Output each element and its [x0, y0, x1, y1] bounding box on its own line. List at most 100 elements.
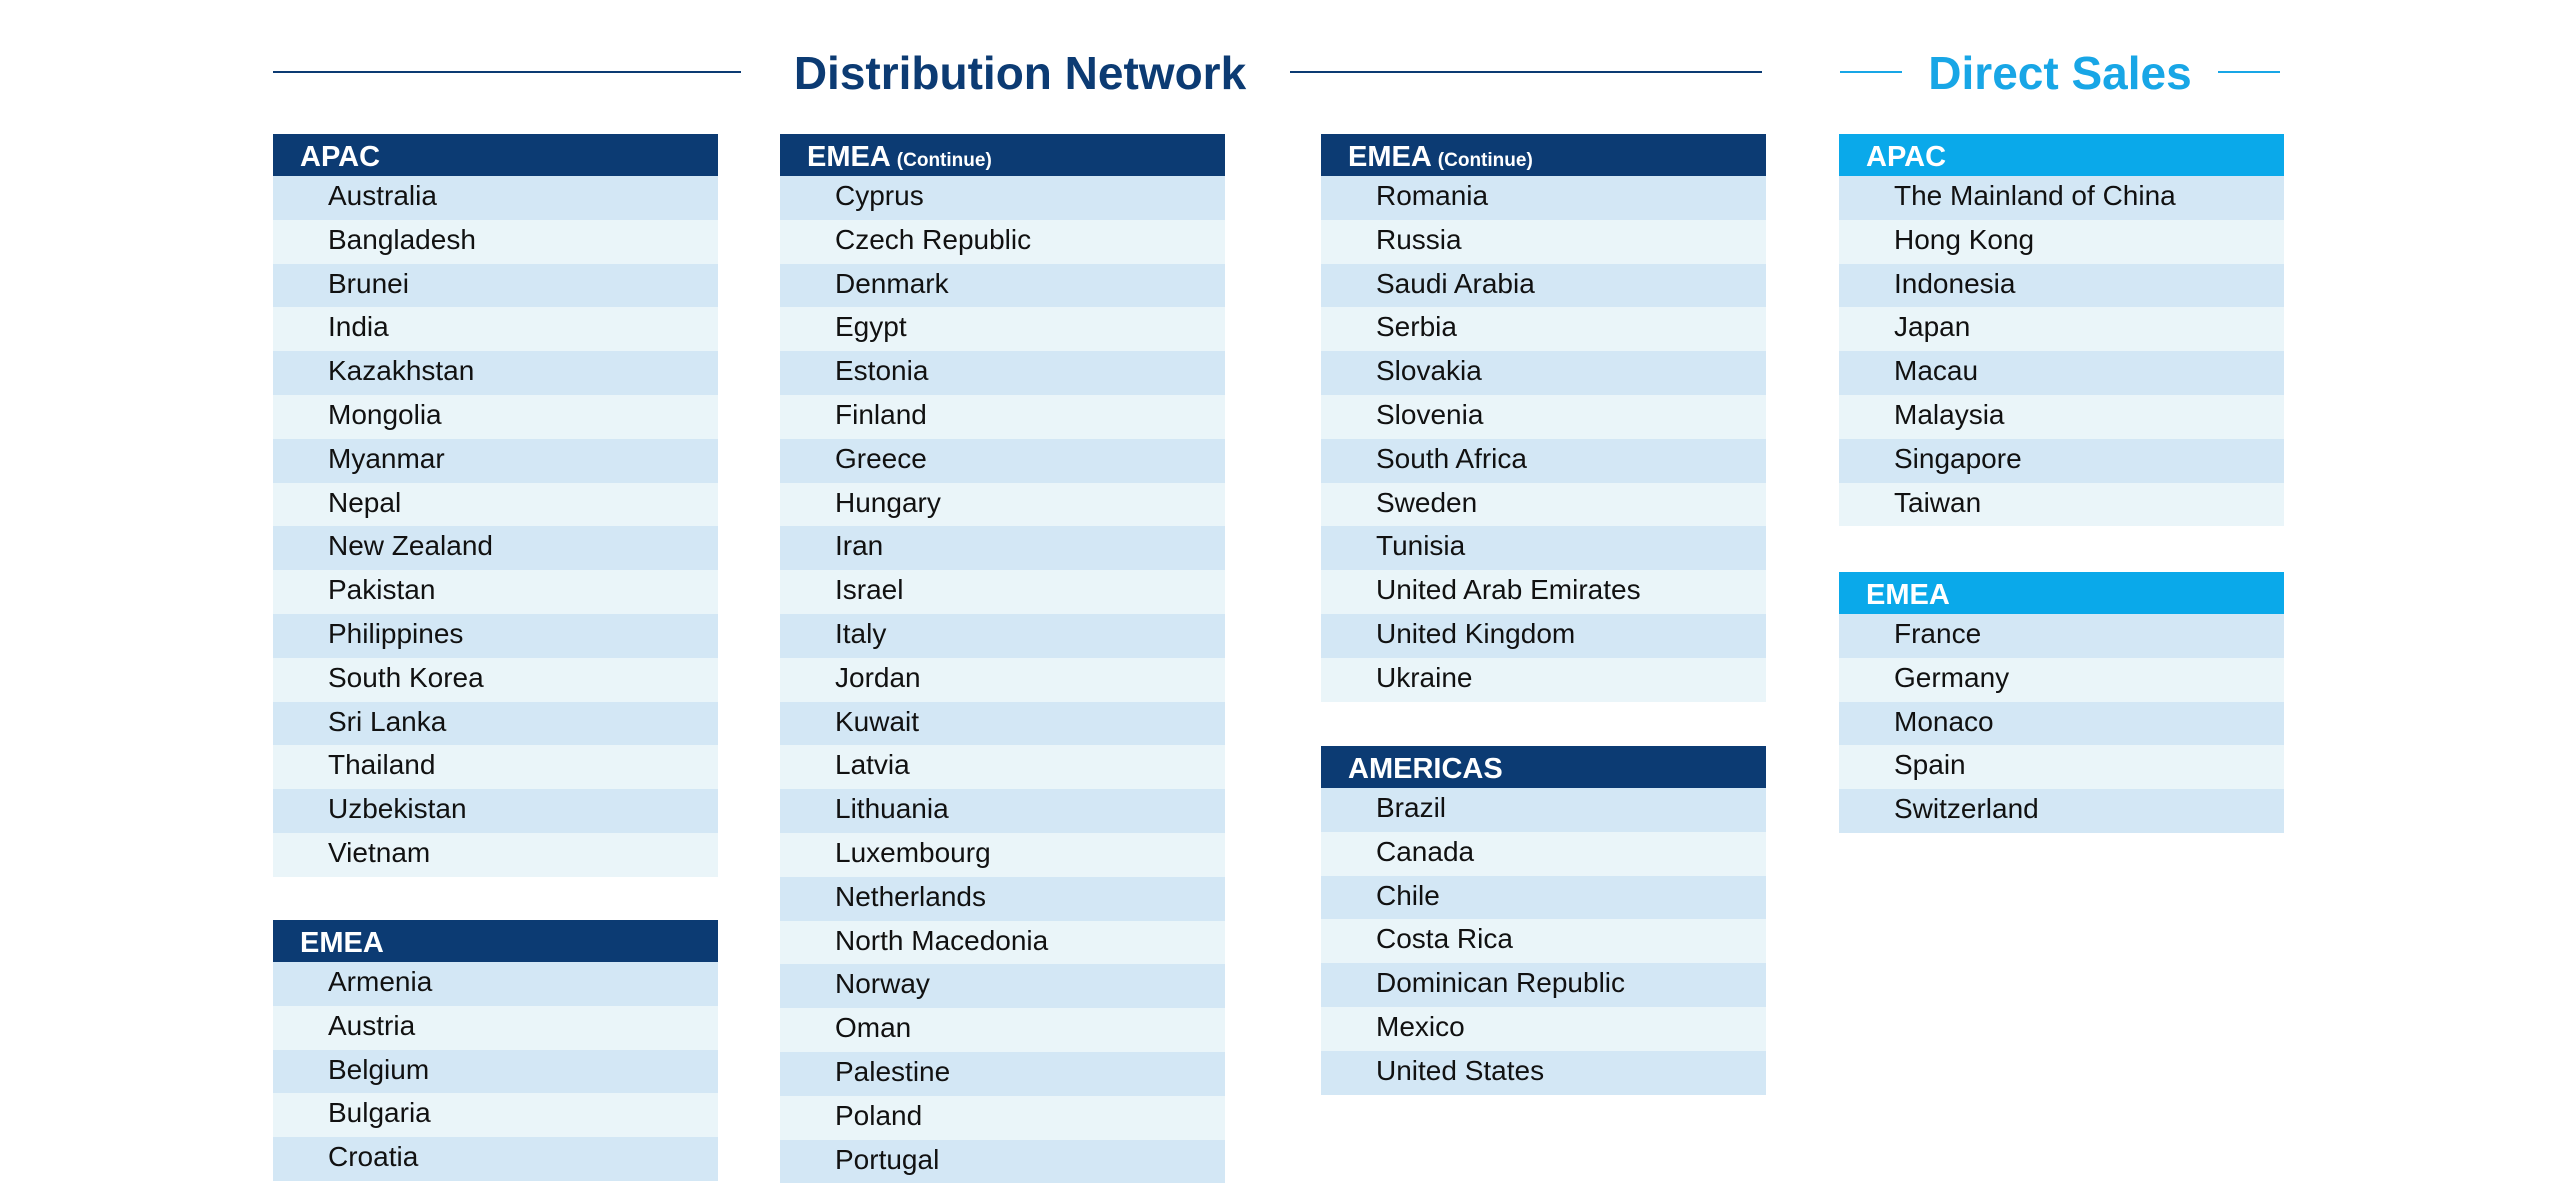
country-row: Estonia [780, 351, 1225, 395]
country-row: Indonesia [1839, 263, 2284, 308]
region-header-label: EMEA [1348, 141, 1432, 173]
region-header: EMEA [1839, 572, 2284, 614]
distribution-title-rule-right [1290, 71, 1762, 73]
country-row: Hungary [780, 482, 1225, 527]
country-row: Monaco [1839, 701, 2284, 746]
country-row: Slovakia [1321, 351, 1766, 395]
country-row: Romania [1321, 176, 1766, 220]
region-header-label: AMERICAS [1348, 753, 1503, 785]
country-row: South Korea [273, 657, 718, 702]
country-row: Vietnam [273, 832, 718, 877]
country-row: Denmark [780, 263, 1225, 308]
country-row: India [273, 307, 718, 352]
country-list: Cyprus Czech Republic Denmark Egypt Estonia F… [780, 176, 1225, 1184]
country-row: Lithuania [780, 789, 1225, 833]
country-row: Italy [780, 613, 1225, 658]
country-row: Luxembourg [780, 832, 1225, 877]
country-row: Saudi Arabia [1321, 263, 1766, 308]
country-row: Finland [780, 394, 1225, 439]
country-row: Poland [780, 1095, 1225, 1140]
country-row: Serbia [1321, 307, 1766, 352]
country-row: Australia [273, 176, 718, 220]
country-list: Brazil Canada Chile Costa Rica Dominican Rep… [1321, 788, 1766, 1095]
country-row: Japan [1839, 307, 2284, 352]
distribution-title-rule-left [273, 71, 741, 73]
country-row: Bulgaria [273, 1093, 718, 1138]
region-block-emea: EMEA Armenia Austria Belgium Bulgaria Croati… [273, 920, 718, 1181]
country-row: Costa Rica [1321, 919, 1766, 964]
country-row: Mongolia [273, 394, 718, 439]
country-row: Belgium [273, 1049, 718, 1094]
country-row: Oman [780, 1008, 1225, 1052]
country-row: Malaysia [1839, 394, 2284, 439]
country-row: Ukraine [1321, 657, 1766, 702]
distribution-network-title: Distribution Network [793, 47, 1247, 99]
country-row: Mexico [1321, 1006, 1766, 1051]
country-row: Israel [780, 570, 1225, 614]
country-row: Hong Kong [1839, 219, 2284, 264]
country-row: Pakistan [273, 570, 718, 614]
country-row: Russia [1321, 219, 1766, 264]
country-row: Croatia [273, 1137, 718, 1181]
country-row: Sri Lanka [273, 701, 718, 746]
country-row: The Mainland of China [1839, 176, 2284, 220]
country-row: Dominican Republic [1321, 963, 1766, 1007]
country-row: Canada [1321, 831, 1766, 876]
country-row: Uzbekistan [273, 789, 718, 833]
region-block-apac: APAC Australia Bangladesh Brunei India Kazak… [273, 134, 718, 877]
country-row: Netherlands [780, 876, 1225, 921]
region-block-emea-continue-1: EMEA (Continue) Cyprus Czech Republic Denma… [780, 134, 1225, 1184]
country-row: Norway [780, 964, 1225, 1009]
country-list: The Mainland of China Hong Kong Indonesia J… [1839, 176, 2284, 527]
region-header-label: APAC [1866, 141, 1947, 173]
region-block-americas: AMERICAS Brazil Canada Chile Costa Rica Domi… [1321, 746, 1766, 1095]
country-row: Kuwait [780, 701, 1225, 746]
region-header: AMERICAS [1321, 746, 1766, 788]
region-header: EMEA [273, 920, 718, 962]
country-row: Singapore [1839, 438, 2284, 483]
region-header-label: EMEA [1866, 579, 1950, 611]
country-row: Sweden [1321, 482, 1766, 527]
country-row: France [1839, 614, 2284, 658]
region-block-emea-continue-2: EMEA (Continue) Romania Russia Saudi Arabia… [1321, 134, 1766, 702]
region-header: EMEA (Continue) [780, 134, 1225, 176]
country-row: Myanmar [273, 438, 718, 483]
country-list: France Germany Monaco Spain Switzerland [1839, 614, 2284, 833]
country-list: Australia Bangladesh Brunei India Kazakhstan… [273, 176, 718, 877]
country-row: Jordan [780, 657, 1225, 702]
country-row: Germany [1839, 657, 2284, 702]
country-row: Nepal [273, 482, 718, 527]
country-row: Taiwan [1839, 482, 2284, 527]
country-row: Greece [780, 438, 1225, 483]
region-header-label: EMEA [300, 927, 384, 959]
country-row: Austria [273, 1005, 718, 1050]
country-row: Armenia [273, 962, 718, 1006]
country-row: Bangladesh [273, 219, 718, 264]
continue-label: (Continue) [1437, 150, 1533, 171]
country-row: Macau [1839, 351, 2284, 395]
country-row: Philippines [273, 613, 718, 658]
country-row: Iran [780, 526, 1225, 571]
country-row: Egypt [780, 307, 1225, 352]
country-row: Kazakhstan [273, 351, 718, 395]
country-row: Thailand [273, 745, 718, 790]
country-list: Armenia Austria Belgium Bulgaria Croatia [273, 962, 718, 1181]
country-row: Cyprus [780, 176, 1225, 220]
direct-block-apac: APAC The Mainland of China Hong Kong Indon… [1839, 134, 2284, 527]
region-header: EMEA (Continue) [1321, 134, 1766, 176]
region-header-label: EMEA [807, 141, 891, 173]
direct-block-emea: EMEA France Germany Monaco Spain Switzerland [1839, 572, 2284, 833]
country-row: Czech Republic [780, 219, 1225, 264]
continue-label: (Continue) [896, 150, 992, 171]
country-row: Tunisia [1321, 526, 1766, 571]
country-row: Palestine [780, 1051, 1225, 1096]
country-row: South Africa [1321, 438, 1766, 483]
direct-sales-title-rule-left [1840, 71, 1902, 73]
country-row: Latvia [780, 745, 1225, 790]
country-row: United Kingdom [1321, 613, 1766, 658]
country-row: United States [1321, 1050, 1766, 1095]
country-row: Spain [1839, 745, 2284, 790]
direct-sales-title: Direct Sales [1928, 47, 2192, 99]
country-row: United Arab Emirates [1321, 570, 1766, 614]
country-row: North Macedonia [780, 920, 1225, 965]
